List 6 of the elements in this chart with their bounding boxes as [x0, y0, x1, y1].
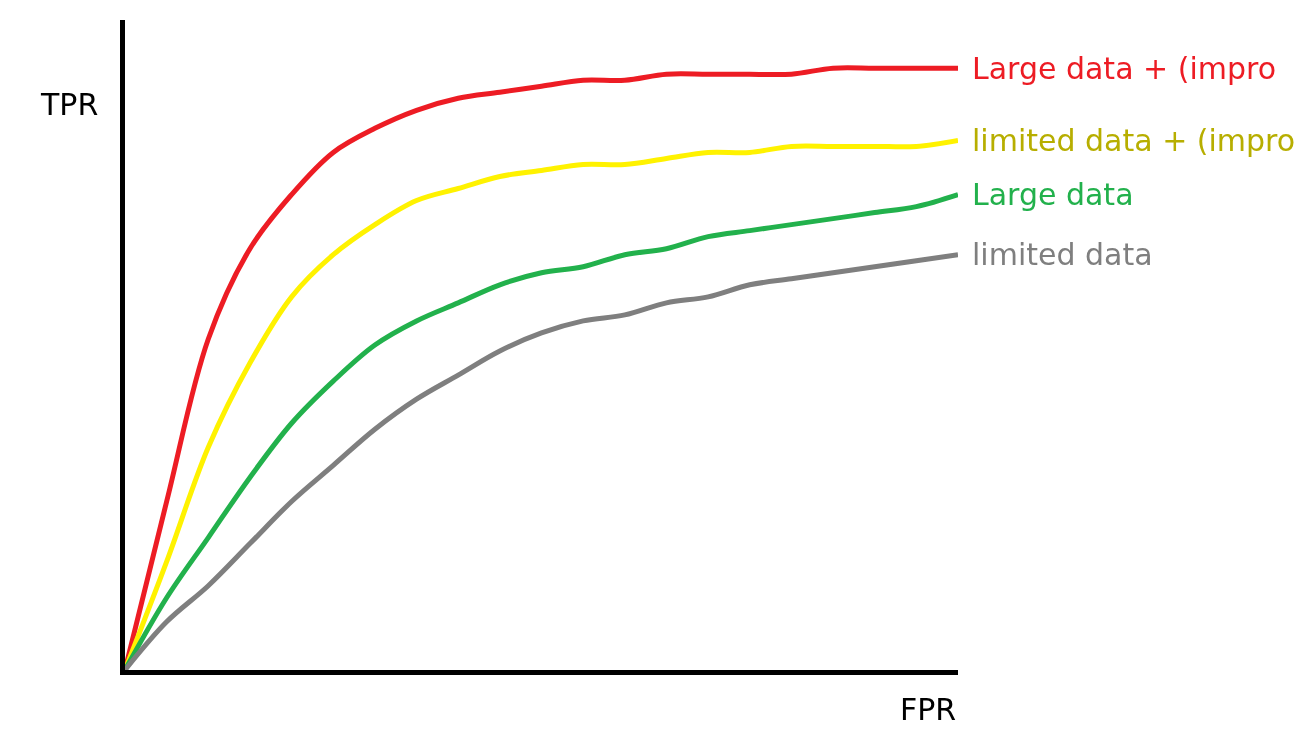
series-label: Large data + (impro	[972, 51, 1277, 86]
series-label: limited data	[972, 237, 1153, 272]
y-axis-title: TPR	[40, 87, 99, 122]
x-axis-title: FPR	[900, 692, 957, 727]
series-label: limited data + (impro	[972, 123, 1296, 158]
series-label: Large data	[972, 177, 1134, 212]
